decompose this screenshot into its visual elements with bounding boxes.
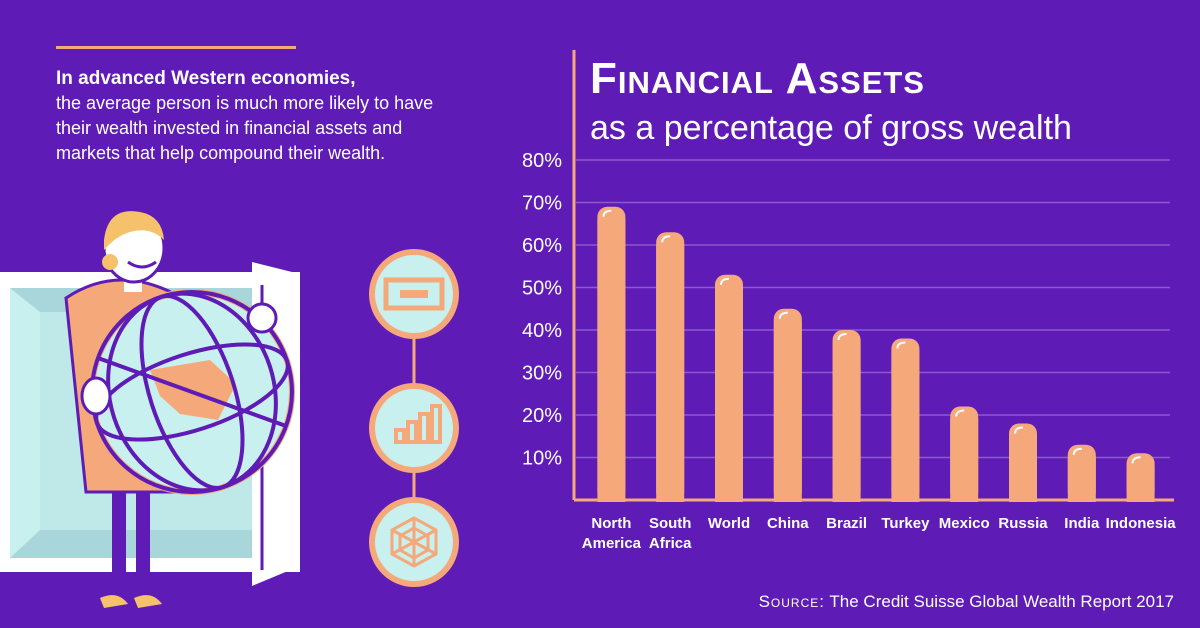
y-tick-label: 30% xyxy=(522,363,562,385)
bar-highlight xyxy=(1072,447,1082,455)
intro-lead: In advanced Western economies, xyxy=(56,68,356,89)
bar-highlight xyxy=(1014,426,1024,434)
bar-body xyxy=(773,320,802,502)
bar-body xyxy=(1126,465,1155,502)
bar-body xyxy=(832,342,861,502)
source-note: Source: The Credit Suisse Global Wealth … xyxy=(759,592,1174,612)
bar-highlight xyxy=(955,409,965,417)
x-tick-label: Turkey xyxy=(881,515,930,532)
y-tick-label: 60% xyxy=(522,235,562,257)
bar-body xyxy=(656,244,685,502)
bar-highlight xyxy=(778,311,788,319)
bar-body xyxy=(891,350,920,502)
bar-highlight xyxy=(720,277,730,285)
y-tick-label: 50% xyxy=(522,278,562,300)
bar-body xyxy=(1009,435,1037,502)
x-tick-label: Indonesia xyxy=(1106,515,1177,532)
intro-divider xyxy=(56,46,296,49)
bar-highlight xyxy=(837,333,847,341)
bar-body xyxy=(950,418,979,502)
chart-subtitle: as a percentage of gross wealth xyxy=(590,109,1072,147)
bar-highlight xyxy=(661,235,671,243)
network-icon xyxy=(369,497,459,587)
x-tick-label: Brazil xyxy=(826,515,867,532)
x-tick-label: Mexico xyxy=(939,515,990,532)
x-tick-label: South Africa xyxy=(649,515,692,552)
bar-body xyxy=(1067,456,1096,502)
x-tick-label: India xyxy=(1064,515,1100,532)
x-tick-label: China xyxy=(767,515,809,532)
x-tick-label: World xyxy=(708,515,750,532)
intro-body: the average person is much more likely t… xyxy=(56,93,434,163)
globe-illustration xyxy=(80,289,295,495)
bar-chart-icon xyxy=(369,383,459,473)
y-tick-label: 70% xyxy=(522,193,562,215)
source-text: The Credit Suisse Global Wealth Report 2… xyxy=(829,592,1174,611)
x-tick-label: North America xyxy=(582,515,642,552)
source-label: Source: xyxy=(758,592,825,611)
bar-body xyxy=(597,218,626,502)
y-tick-label: 20% xyxy=(522,405,562,427)
money-icon xyxy=(369,249,459,339)
chart-title: Financial Assets xyxy=(590,54,925,103)
y-tick-label: 80% xyxy=(522,150,562,172)
intro-text: In advanced Western economies, the avera… xyxy=(56,66,456,166)
bar-highlight xyxy=(1131,456,1141,464)
bar-body xyxy=(715,286,743,502)
y-tick-label: 40% xyxy=(522,320,562,342)
y-tick-label: 10% xyxy=(522,448,562,470)
x-tick-label: Russia xyxy=(998,515,1048,532)
bar-highlight xyxy=(602,209,612,217)
bar-highlight xyxy=(896,341,906,349)
